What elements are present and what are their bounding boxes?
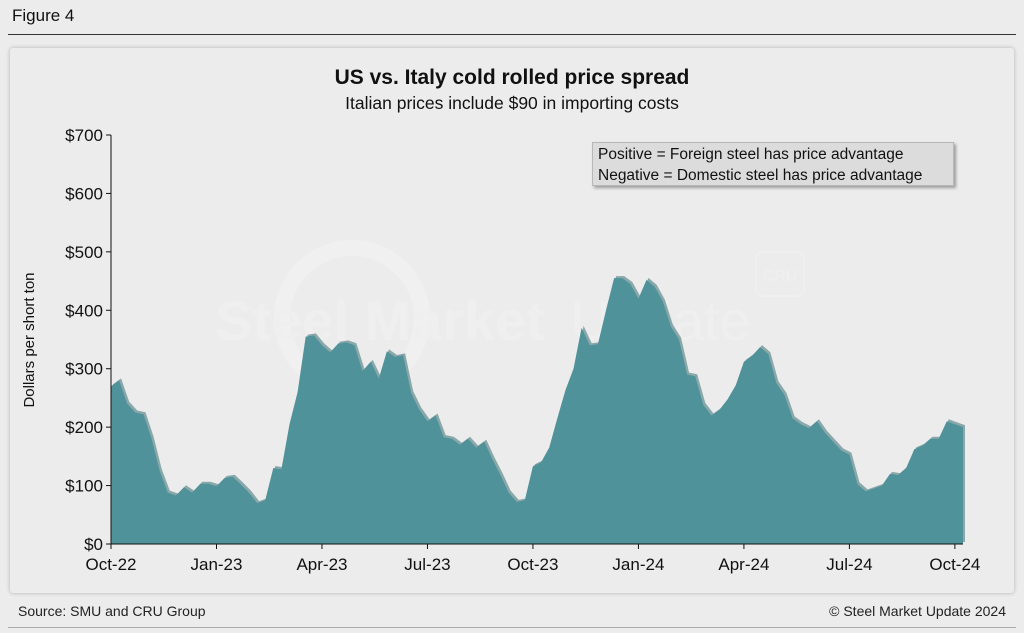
y-tick-label: $700 — [65, 126, 103, 145]
y-tick-label: $300 — [65, 360, 103, 379]
y-tick-label: $200 — [65, 418, 103, 437]
y-tick-label: $600 — [65, 184, 103, 203]
chart-subtitle: Italian prices include $90 in importing … — [345, 93, 679, 113]
x-tick-label: Jan-23 — [190, 555, 242, 574]
top-divider — [8, 34, 1016, 35]
source-note: Source: SMU and CRU Group — [18, 603, 206, 619]
y-ticks: $0 $100 $200 $300 $400 $500 $600 $700 — [65, 126, 111, 554]
x-tick-label: Oct-24 — [929, 555, 980, 574]
x-ticks: Oct-22 Jan-23 Apr-23 Jul-23 Oct-23 Jan-24 Apr-… — [85, 544, 980, 574]
chart-title: US vs. Italy cold rolled price spread — [335, 66, 690, 89]
x-tick-label: Oct-22 — [85, 555, 136, 574]
y-tick-label: $100 — [65, 477, 103, 496]
y-tick-label: $0 — [84, 535, 103, 554]
series-area — [111, 278, 963, 544]
watermark-badge-text: CRU — [763, 268, 798, 285]
x-tick-label: Oct-23 — [507, 555, 558, 574]
x-tick-label: Jul-24 — [826, 555, 872, 574]
annotation-negative: Negative = Domestic steel has price adva… — [598, 167, 923, 184]
watermark-badge-frame — [755, 251, 805, 297]
figure-label: Figure 4 — [12, 6, 75, 25]
x-tick-label: Apr-24 — [718, 555, 769, 574]
y-tick-label: $400 — [65, 301, 103, 320]
x-tick-label: Apr-23 — [296, 555, 347, 574]
x-tick-label: Jul-23 — [404, 555, 450, 574]
y-tick-label: $500 — [65, 243, 103, 262]
y-axis-label: Dollars per short ton — [21, 272, 38, 407]
bottom-divider — [8, 627, 1016, 628]
copyright-note: © Steel Market Update 2024 — [829, 603, 1006, 619]
x-tick-label: Jan-24 — [612, 555, 664, 574]
annotation-box: Positive = Foreign steel has price advan… — [592, 142, 954, 186]
annotation-positive: Positive = Foreign steel has price advan… — [598, 146, 904, 163]
watermark-bold-text: Steel Market — [215, 289, 545, 352]
